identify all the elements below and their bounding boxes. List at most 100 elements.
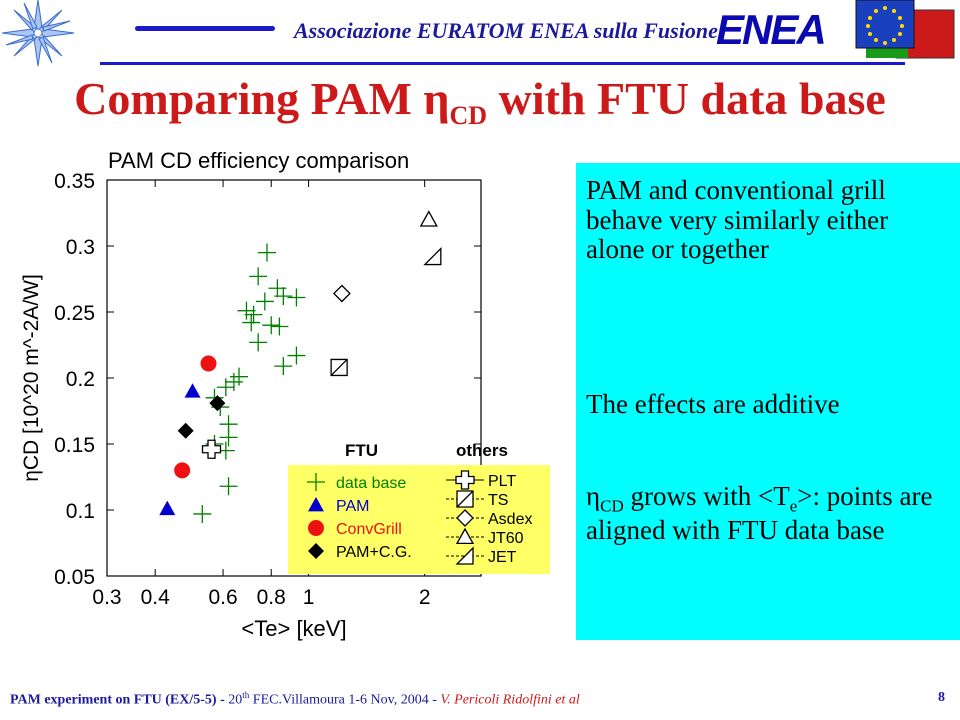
summary-panel xyxy=(576,163,960,640)
data-base-point xyxy=(242,313,261,332)
x-tick-label: 0.6 xyxy=(208,586,237,609)
pam-c-g-point xyxy=(177,422,194,439)
data-base-point xyxy=(224,372,243,391)
footer-fec-num: 20 xyxy=(228,692,243,708)
legend-label-plt: PLT xyxy=(488,473,516,490)
legend-marker-asdex xyxy=(456,509,474,527)
data-base-point xyxy=(244,305,263,324)
series-data-base xyxy=(193,243,306,523)
y-tick-label: 0.3 xyxy=(66,236,95,259)
star-logo-icon xyxy=(1,0,75,67)
x-tick-label: 1 xyxy=(303,586,315,609)
title-eta-subscript: CD xyxy=(449,101,488,131)
title-suffix: with FTU data base xyxy=(487,73,886,124)
x-tick-label: 0.3 xyxy=(92,586,121,609)
enea-logo-text: ENEA xyxy=(716,6,827,53)
y-axis-label: ηCD [10^20 m^-2A/W] xyxy=(20,274,43,482)
series-convgrill xyxy=(174,355,217,479)
y-tick-label: 0.15 xyxy=(54,434,95,457)
legend-label-jt60: JT60 xyxy=(488,530,524,547)
footer-authors: V. Pericoli Ridolfini et al xyxy=(440,692,580,708)
data-base-point xyxy=(257,243,276,262)
bullet-eta: η xyxy=(586,481,601,511)
x-tick-label: 0.8 xyxy=(257,586,286,609)
data-base-point xyxy=(274,287,293,306)
series-jt60 xyxy=(419,210,438,227)
convgrill-point xyxy=(174,462,191,479)
legend-label-ts: TS xyxy=(488,492,508,509)
data-base-point xyxy=(230,367,249,386)
slide-title: Comparing PAM ηCD with FTU data base xyxy=(0,72,960,131)
chart-legend: FTU others data base PAM ConvGrill PAM+C.G. PL… xyxy=(288,441,550,574)
data-base-point xyxy=(219,477,238,496)
bullet-additive: The effects are additive xyxy=(586,389,840,419)
legend-label-convgrill: ConvGrill xyxy=(336,521,402,538)
legend-label-data-base: data base xyxy=(336,475,406,492)
data-base-point xyxy=(274,357,293,376)
data-base-point xyxy=(270,317,289,336)
y-tick-label: 0.1 xyxy=(66,500,95,523)
legend-marker-ts xyxy=(456,490,474,508)
series-jet xyxy=(423,246,442,266)
data-base-point xyxy=(255,292,274,311)
title-prefix: Comparing PAM xyxy=(74,73,424,124)
legend-label-pam: PAM xyxy=(336,498,369,515)
legend-marker-pam xyxy=(308,497,324,512)
page-number: 8 xyxy=(938,690,945,705)
convgrill-point xyxy=(200,355,217,372)
x-tick-label: 2 xyxy=(419,586,431,609)
enea-logo: ENEA xyxy=(716,6,827,54)
jt60-point xyxy=(419,210,438,227)
legend-marker-pam-c-g xyxy=(308,543,324,559)
legend-header-ftu: FTU xyxy=(345,441,378,460)
ts-point xyxy=(330,358,348,377)
legend-marker-plt xyxy=(455,470,475,490)
chart-title: PAM CD efficiency comparison xyxy=(108,148,409,173)
footer-experiment: PAM experiment on FTU (EX/5-5) - xyxy=(10,692,229,708)
x-tick-label: 0.4 xyxy=(141,586,171,609)
legend-marker-data-base xyxy=(307,473,325,491)
footer: PAM experiment on FTU (EX/5-5) - 20th FE… xyxy=(10,690,580,709)
x-axis-label: <Te> [keV] xyxy=(241,616,346,641)
plt-point xyxy=(201,439,222,459)
association-name: Associazione EURATOM ENEA sulla Fusione xyxy=(294,18,718,43)
data-base-point xyxy=(249,267,268,286)
asdex-point xyxy=(332,284,351,303)
header-rule-short xyxy=(135,26,275,31)
legend-label-asdex: Asdex xyxy=(488,511,532,528)
data-base-point xyxy=(216,378,235,397)
pam-c-g-point xyxy=(209,395,226,412)
data-base-point xyxy=(249,333,268,352)
y-tick-label: 0.2 xyxy=(66,368,95,391)
series-pam xyxy=(159,383,201,516)
pam-point xyxy=(159,500,176,516)
series-asdex xyxy=(332,284,351,303)
legend-header-others: others xyxy=(456,441,508,460)
bullet-te-sub: e xyxy=(789,496,798,516)
data-base-point xyxy=(237,301,256,320)
legend-marker-jt60 xyxy=(455,527,475,545)
bullet-mid: grows with <T xyxy=(623,481,790,511)
jet-point xyxy=(423,246,442,266)
legend-label-pam-c-g: PAM+C.G. xyxy=(336,544,412,561)
footer-fec-rest: FEC.Villamoura 1-6 Nov, 2004 - xyxy=(249,692,441,708)
cd-efficiency-chart: PAM CD efficiency comparison 0.05 0.1 0.15 0… xyxy=(20,148,550,641)
legend-label-jet: JET xyxy=(488,549,517,566)
y-tick-label: 0.25 xyxy=(54,302,95,325)
title-eta: η xyxy=(423,73,450,124)
data-base-point xyxy=(262,316,281,335)
series-plt xyxy=(201,439,222,459)
y-tick-label: 0.35 xyxy=(54,170,95,193)
series-ts xyxy=(330,358,348,377)
y-tick-label: 0.05 xyxy=(54,566,95,589)
series-pam-c-g xyxy=(177,395,226,439)
eu-flag-icon xyxy=(855,0,955,59)
data-base-point xyxy=(287,346,306,365)
bullet-similarity: PAM and conventional grill behave very s… xyxy=(586,175,889,265)
legend-box xyxy=(288,465,550,574)
bullet-eta-grows: ηCD grows with <Te>: points are aligned … xyxy=(586,481,951,546)
footer-fec-sup: th xyxy=(242,690,250,700)
legend-marker-jet xyxy=(455,546,474,565)
legend-marker-convgrill xyxy=(308,520,324,536)
